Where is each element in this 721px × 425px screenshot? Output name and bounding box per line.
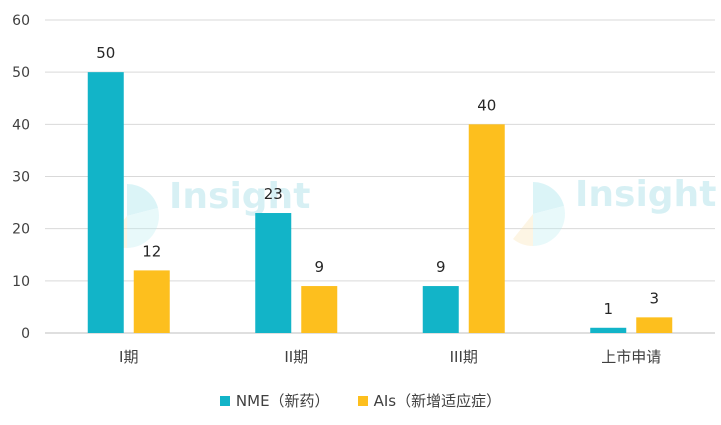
bar	[301, 286, 338, 333]
watermarks: Insight Insight	[107, 174, 716, 249]
bar	[422, 286, 459, 333]
data-label: 50	[96, 44, 115, 62]
y-tick-label: 30	[12, 170, 30, 186]
data-label: 12	[142, 242, 161, 260]
watermark-text: Insight	[575, 174, 716, 215]
legend-item-ais: AIs（新增适应症）	[357, 390, 502, 411]
bar	[468, 124, 505, 333]
bar	[87, 72, 124, 334]
watermark-text: Insight	[169, 176, 310, 217]
y-tick-label: 20	[12, 222, 30, 238]
x-tick-label: 上市申请	[601, 348, 661, 366]
bar	[133, 270, 170, 333]
bar	[636, 317, 673, 333]
axes: 0 10 20 30 40 50 60 I期 II期 III期 上市申请	[12, 13, 715, 366]
x-tick-label: I期	[119, 348, 138, 366]
legend-label-ais: AIs（新增适应症）	[373, 392, 502, 410]
data-label: 9	[314, 258, 324, 276]
legend-label-nme: NME（新药）	[235, 392, 330, 410]
bar	[590, 327, 627, 333]
gridlines	[45, 19, 715, 282]
data-label: 23	[264, 185, 283, 203]
data-label: 9	[436, 258, 446, 276]
bar-chart: Insight Insight 0 10 20 30 40 50 60 I期 II期 III期 上市…	[12, 13, 716, 366]
x-tick-label: III期	[450, 348, 478, 366]
data-label: 3	[649, 289, 659, 307]
y-tick-label: 0	[21, 326, 30, 342]
watermark-logo: Insight	[107, 176, 310, 249]
y-tick-label: 60	[12, 13, 30, 29]
watermark-logo: Insight	[513, 174, 716, 247]
data-label: 1	[603, 300, 613, 318]
legend: NME（新药） AIs（新增适应症）	[0, 390, 721, 411]
data-label: 40	[477, 96, 496, 114]
bars	[87, 72, 673, 334]
y-tick-label: 10	[12, 274, 30, 290]
x-tick-label: II期	[284, 348, 308, 366]
data-labels: 50 12 23 9 9 40 1 3	[96, 44, 659, 318]
legend-swatch-ais	[357, 395, 368, 406]
bar	[255, 213, 292, 333]
y-tick-label: 40	[12, 117, 30, 133]
legend-item-nme: NME（新药）	[219, 390, 330, 411]
legend-swatch-nme	[219, 395, 230, 406]
y-tick-label: 50	[12, 65, 30, 81]
